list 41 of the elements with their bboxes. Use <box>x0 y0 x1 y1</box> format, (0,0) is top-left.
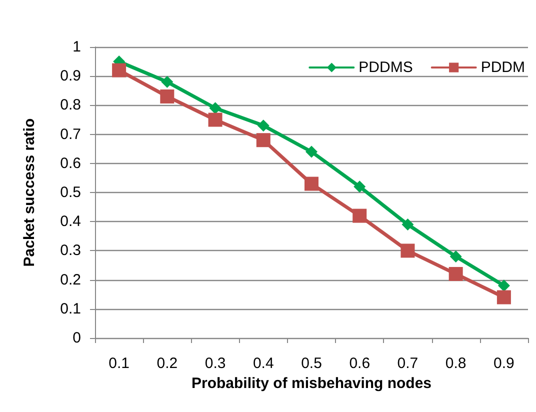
y-tick-label: 1 <box>72 38 81 56</box>
point <box>256 133 270 148</box>
y-tick-label: 0.9 <box>60 68 81 85</box>
x-tick-label: 0.3 <box>204 355 226 372</box>
point <box>112 63 126 78</box>
point <box>402 218 414 231</box>
point <box>208 112 222 127</box>
point <box>496 290 511 304</box>
point <box>498 280 510 292</box>
point <box>400 244 415 258</box>
point <box>209 102 222 114</box>
y-tick-label: 0.8 <box>60 96 81 114</box>
point <box>448 266 463 281</box>
x-tick-label: 0.4 <box>252 355 274 372</box>
x-tick-label: 0.6 <box>349 355 370 372</box>
y-axis-title: Packet success ratio <box>21 118 38 267</box>
y-tick-label: 0.7 <box>60 126 81 143</box>
point <box>161 76 174 88</box>
y-tick-label: 0.5 <box>60 184 81 201</box>
legend-label: PDDM <box>480 59 526 76</box>
y-tick-label: 0.6 <box>60 154 81 172</box>
x-tick-label: 0.9 <box>494 355 514 372</box>
point <box>306 146 318 158</box>
x-tick-label: 0.7 <box>397 355 418 372</box>
point <box>257 120 270 132</box>
y-tick-label: 0.2 <box>60 271 81 288</box>
point <box>352 208 367 223</box>
x-tick-label: 0.1 <box>108 355 130 372</box>
y-tick-label: 0.4 <box>60 213 81 230</box>
point <box>304 176 318 191</box>
point <box>354 180 366 193</box>
x-axis-title: Probability of misbehaving nodes <box>191 374 432 392</box>
x-tick-label: 0.2 <box>156 355 178 372</box>
x-tick-label: 0.8 <box>445 355 466 372</box>
legend-label: PDDMS <box>358 59 413 76</box>
x-tick-label: 0.5 <box>301 355 322 372</box>
y-tick-label: 0 <box>72 330 81 346</box>
y-tick-label: 0.1 <box>60 300 81 318</box>
y-tick-label: 0.3 <box>60 242 81 260</box>
point <box>450 250 462 263</box>
point <box>160 89 174 104</box>
